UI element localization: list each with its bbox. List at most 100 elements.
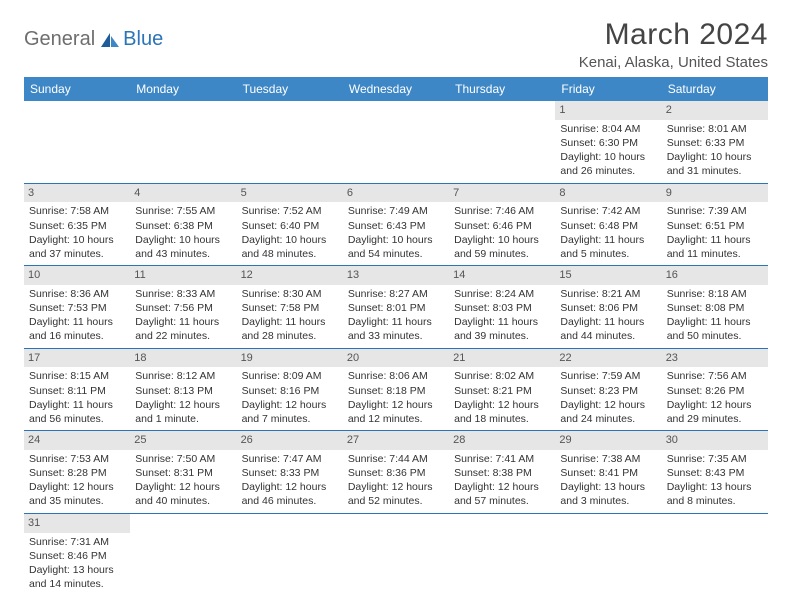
sunrise-text: Sunrise: 7:41 AM (454, 452, 550, 466)
calendar-empty (237, 513, 343, 595)
day-number: 20 (343, 349, 449, 368)
day-number: 12 (237, 266, 343, 285)
day-number: 27 (343, 431, 449, 450)
daylight-text: Daylight: 11 hours and 44 minutes. (560, 315, 656, 343)
title-block: March 2024 Kenai, Alaska, United States (579, 18, 768, 71)
calendar-week: 3Sunrise: 7:58 AMSunset: 6:35 PMDaylight… (24, 183, 768, 266)
sunrise-text: Sunrise: 8:04 AM (560, 122, 656, 136)
calendar-empty (449, 513, 555, 595)
day-header: Sunday (24, 77, 130, 101)
daylight-text: Daylight: 11 hours and 5 minutes. (560, 233, 656, 261)
sunrise-text: Sunrise: 7:46 AM (454, 204, 550, 218)
daylight-text: Daylight: 12 hours and 1 minute. (135, 398, 231, 426)
sunrise-text: Sunrise: 8:15 AM (29, 369, 125, 383)
sunrise-text: Sunrise: 7:35 AM (667, 452, 763, 466)
calendar-day: 1Sunrise: 8:04 AMSunset: 6:30 PMDaylight… (555, 101, 661, 183)
daylight-text: Daylight: 10 hours and 31 minutes. (667, 150, 763, 178)
sunrise-text: Sunrise: 8:12 AM (135, 369, 231, 383)
sunset-text: Sunset: 8:43 PM (667, 466, 763, 480)
daylight-text: Daylight: 12 hours and 52 minutes. (348, 480, 444, 508)
sunset-text: Sunset: 8:41 PM (560, 466, 656, 480)
sunset-text: Sunset: 6:33 PM (667, 136, 763, 150)
header-row: General Blue March 2024 Kenai, Alaska, U… (24, 18, 768, 71)
sunset-text: Sunset: 8:11 PM (29, 384, 125, 398)
calendar-week: 31Sunrise: 7:31 AMSunset: 8:46 PMDayligh… (24, 513, 768, 595)
day-number: 8 (555, 184, 661, 203)
sunset-text: Sunset: 6:48 PM (560, 219, 656, 233)
sunset-text: Sunset: 8:46 PM (29, 549, 125, 563)
day-header: Monday (130, 77, 236, 101)
day-number: 2 (662, 101, 768, 120)
day-number: 6 (343, 184, 449, 203)
calendar-empty (662, 513, 768, 595)
sunset-text: Sunset: 6:46 PM (454, 219, 550, 233)
sunrise-text: Sunrise: 8:09 AM (242, 369, 338, 383)
sunset-text: Sunset: 6:43 PM (348, 219, 444, 233)
calendar-day: 21Sunrise: 8:02 AMSunset: 8:21 PMDayligh… (449, 348, 555, 431)
day-number: 1 (555, 101, 661, 120)
calendar-day: 5Sunrise: 7:52 AMSunset: 6:40 PMDaylight… (237, 183, 343, 266)
sunrise-text: Sunrise: 7:38 AM (560, 452, 656, 466)
calendar-day: 7Sunrise: 7:46 AMSunset: 6:46 PMDaylight… (449, 183, 555, 266)
calendar-empty (555, 513, 661, 595)
sunset-text: Sunset: 8:36 PM (348, 466, 444, 480)
sunset-text: Sunset: 6:30 PM (560, 136, 656, 150)
sunset-text: Sunset: 8:28 PM (29, 466, 125, 480)
daylight-text: Daylight: 12 hours and 12 minutes. (348, 398, 444, 426)
sunrise-text: Sunrise: 7:50 AM (135, 452, 231, 466)
sunrise-text: Sunrise: 7:52 AM (242, 204, 338, 218)
calendar-header: SundayMondayTuesdayWednesdayThursdayFrid… (24, 77, 768, 101)
sunrise-text: Sunrise: 7:47 AM (242, 452, 338, 466)
calendar-day: 14Sunrise: 8:24 AMSunset: 8:03 PMDayligh… (449, 266, 555, 349)
daylight-text: Daylight: 12 hours and 40 minutes. (135, 480, 231, 508)
day-number: 26 (237, 431, 343, 450)
sunset-text: Sunset: 8:38 PM (454, 466, 550, 480)
calendar-day: 27Sunrise: 7:44 AMSunset: 8:36 PMDayligh… (343, 431, 449, 514)
daylight-text: Daylight: 12 hours and 57 minutes. (454, 480, 550, 508)
day-number: 11 (130, 266, 236, 285)
sunset-text: Sunset: 6:38 PM (135, 219, 231, 233)
sunset-text: Sunset: 8:31 PM (135, 466, 231, 480)
sunset-text: Sunset: 8:03 PM (454, 301, 550, 315)
sunset-text: Sunset: 7:53 PM (29, 301, 125, 315)
sunset-text: Sunset: 6:51 PM (667, 219, 763, 233)
calendar-day: 2 Sunrise: 8:01 AMSunset: 6:33 PMDaylight… (662, 101, 768, 183)
daylight-text: Daylight: 12 hours and 18 minutes. (454, 398, 550, 426)
daylight-text: Daylight: 11 hours and 16 minutes. (29, 315, 125, 343)
daylight-text: Daylight: 11 hours and 39 minutes. (454, 315, 550, 343)
daylight-text: Daylight: 11 hours and 11 minutes. (667, 233, 763, 261)
sunset-text: Sunset: 7:56 PM (135, 301, 231, 315)
sunrise-text: Sunrise: 7:31 AM (29, 535, 125, 549)
calendar-day: 15Sunrise: 8:21 AMSunset: 8:06 PMDayligh… (555, 266, 661, 349)
calendar-day: 4Sunrise: 7:55 AMSunset: 6:38 PMDaylight… (130, 183, 236, 266)
daylight-text: Daylight: 13 hours and 14 minutes. (29, 563, 125, 591)
sunset-text: Sunset: 8:18 PM (348, 384, 444, 398)
day-number: 9 (662, 184, 768, 203)
day-number: 22 (555, 349, 661, 368)
day-number: 4 (130, 184, 236, 203)
calendar-day: 11Sunrise: 8:33 AMSunset: 7:56 PMDayligh… (130, 266, 236, 349)
calendar-day: 31Sunrise: 7:31 AMSunset: 8:46 PMDayligh… (24, 513, 130, 595)
calendar-day: 19Sunrise: 8:09 AMSunset: 8:16 PMDayligh… (237, 348, 343, 431)
day-number: 17 (24, 349, 130, 368)
calendar-week: 1 Sunrise: 8:04 AMSunset: 6:30 PM Daylight… (24, 101, 768, 183)
calendar-day: 26Sunrise: 7:47 AMSunset: 8:33 PMDayligh… (237, 431, 343, 514)
sunrise-text: Sunrise: 8:02 AM (454, 369, 550, 383)
calendar-empty (237, 101, 343, 183)
sail-icon (99, 31, 121, 49)
sunrise-text: Sunrise: 8:30 AM (242, 287, 338, 301)
day-number: 28 (449, 431, 555, 450)
month-title: March 2024 (579, 18, 768, 52)
day-number: 13 (343, 266, 449, 285)
day-header: Friday (555, 77, 661, 101)
sunrise-text: Sunrise: 8:01 AM (667, 122, 763, 136)
day-number: 18 (130, 349, 236, 368)
sunrise-text: Sunrise: 7:53 AM (29, 452, 125, 466)
daylight-text: Daylight: 11 hours and 22 minutes. (135, 315, 231, 343)
sunrise-text: Sunrise: 7:42 AM (560, 204, 656, 218)
calendar-empty (343, 101, 449, 183)
calendar-day: 9Sunrise: 7:39 AMSunset: 6:51 PMDaylight… (662, 183, 768, 266)
calendar-week: 10Sunrise: 8:36 AMSunset: 7:53 PMDayligh… (24, 266, 768, 349)
calendar-day: 12Sunrise: 8:30 AMSunset: 7:58 PMDayligh… (237, 266, 343, 349)
calendar-empty (343, 513, 449, 595)
